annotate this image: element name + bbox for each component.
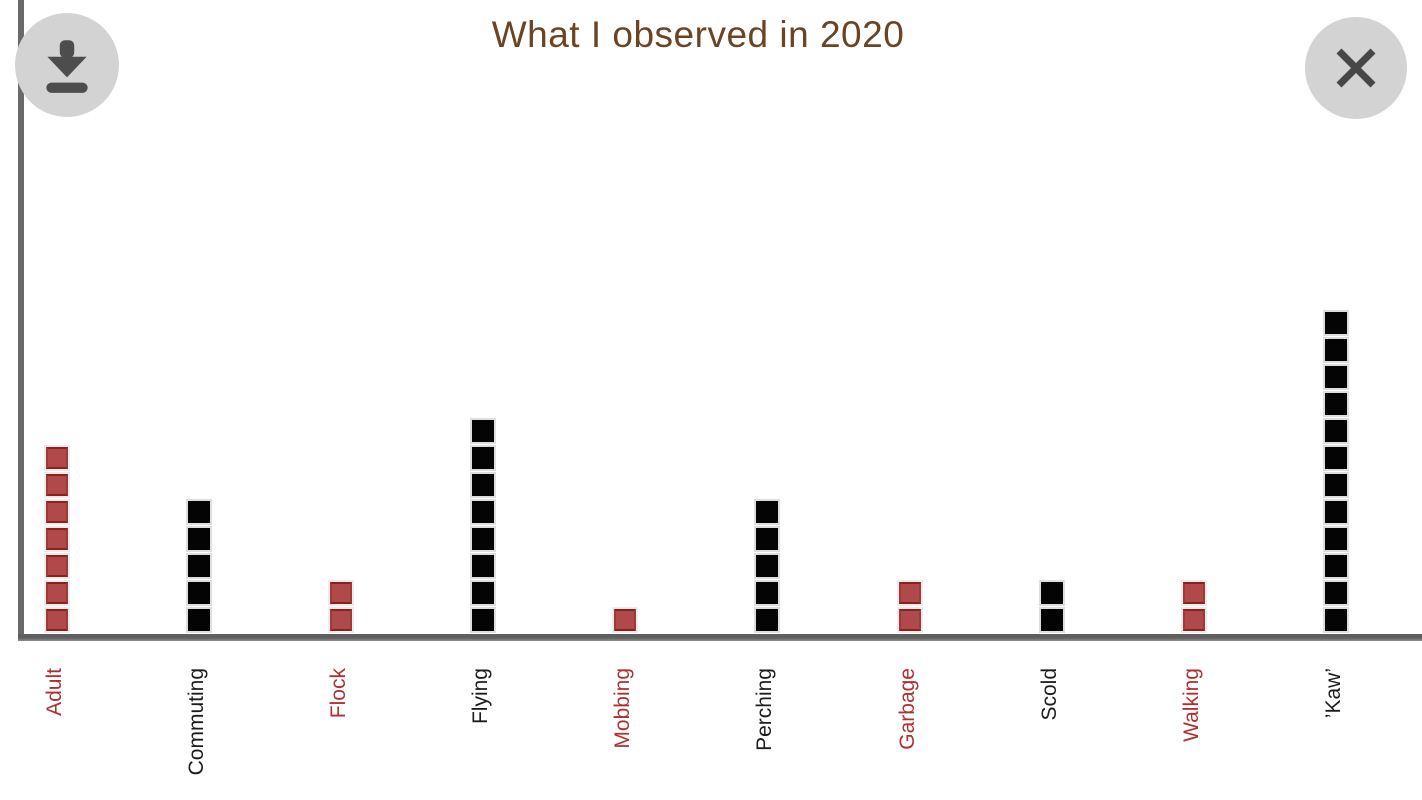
pictograph-square	[1182, 609, 1205, 631]
chart-title: What I observed in 2020	[491, 14, 905, 55]
x-axis-label: Flying	[469, 668, 492, 725]
pictograph-square	[329, 582, 352, 604]
pictograph-square	[45, 501, 68, 523]
y-axis	[18, 0, 24, 641]
x-axis-label: Scold	[1037, 668, 1061, 721]
bar-column-adult	[45, 447, 68, 631]
pictograph-square	[1182, 582, 1205, 604]
pictograph-square	[187, 528, 210, 550]
pictograph-square	[1325, 528, 1348, 550]
pictograph-square	[45, 582, 68, 604]
pictograph-square	[329, 609, 352, 631]
pictograph-square	[45, 609, 68, 631]
pictograph-square	[472, 501, 494, 523]
pictograph-square	[472, 447, 494, 469]
x-axis-label: Flock	[326, 668, 350, 719]
bar-column-perching	[756, 501, 779, 631]
bar-column-flock	[329, 582, 352, 631]
pictograph-square	[756, 555, 779, 577]
pictograph-square	[187, 501, 210, 523]
bar-column-commuting	[187, 501, 210, 631]
pictograph-square	[187, 555, 210, 577]
x-axis-label: Perching	[753, 668, 777, 751]
close-icon	[1326, 38, 1386, 98]
pictograph-square	[1325, 366, 1348, 388]
pictograph-square	[187, 582, 210, 604]
bar-column-mobbing	[614, 609, 637, 631]
pictograph-square	[45, 528, 68, 550]
pictograph-square	[45, 447, 68, 469]
pictograph-square	[1325, 447, 1348, 469]
x-axis-label: Walking	[1179, 668, 1203, 742]
pictograph-square	[898, 582, 921, 604]
bar-column-kaw	[1325, 312, 1348, 631]
pictograph-square	[1325, 555, 1348, 577]
pictograph-square	[472, 474, 494, 496]
pictograph-square	[1325, 312, 1348, 334]
pictograph-square	[756, 582, 779, 604]
pictograph-square	[1325, 582, 1348, 604]
pictograph-square	[614, 609, 637, 631]
download-icon	[36, 34, 98, 96]
x-axis-label: Commuting	[184, 668, 208, 776]
pictograph-square	[1325, 393, 1348, 415]
bar-column-garbage	[898, 582, 921, 631]
pictograph-square	[472, 582, 494, 604]
x-axis-label: Garbage	[895, 668, 919, 750]
pictograph-square	[472, 420, 494, 442]
pictograph-square	[45, 555, 68, 577]
pictograph-square	[756, 501, 779, 523]
bar-column-scold	[1040, 582, 1063, 631]
pictograph-square	[756, 528, 779, 550]
close-button[interactable]	[1305, 17, 1407, 119]
pictograph-square	[1325, 501, 1348, 523]
download-button[interactable]	[15, 13, 119, 117]
bar-column-walking	[1182, 582, 1205, 631]
pictograph-square	[1040, 609, 1063, 631]
pictograph-square	[472, 609, 494, 631]
pictograph-square	[187, 609, 210, 631]
pictograph-square	[756, 609, 779, 631]
pictograph-square	[1040, 582, 1063, 604]
pictograph-square	[1325, 339, 1348, 361]
pictograph-square	[472, 528, 494, 550]
pictograph-square	[1325, 609, 1348, 631]
pictograph-square	[472, 555, 494, 577]
x-axis-label: ’Kaw’	[1322, 668, 1346, 719]
pictograph-square	[898, 609, 921, 631]
pictograph-square	[1325, 420, 1348, 442]
bar-column-flying	[472, 420, 494, 631]
x-axis	[18, 634, 1422, 641]
pictograph-square	[1325, 474, 1348, 496]
x-axis-label: Mobbing	[611, 668, 635, 749]
pictograph-square	[45, 474, 68, 496]
x-axis-label: Adult	[42, 668, 66, 716]
